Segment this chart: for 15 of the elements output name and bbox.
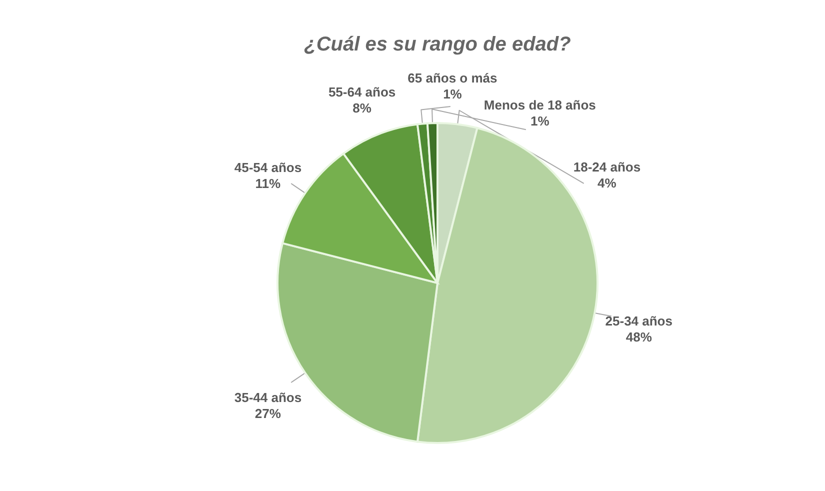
data-label: 27% xyxy=(254,406,282,422)
data-label: 1% xyxy=(530,113,550,128)
slice-label: 35-44 años xyxy=(234,390,302,406)
slice-label: 18-24 años xyxy=(573,160,641,175)
chart-title: ¿Cuál es su rango de edad? xyxy=(304,34,571,56)
data-label: 48% xyxy=(626,329,652,344)
data-label: 8% xyxy=(352,100,372,116)
slice-label: 45-54 años xyxy=(234,160,302,175)
slice-label: Menos de 18 años xyxy=(484,97,596,112)
slice-label: 25-34 años xyxy=(605,313,672,328)
data-label: 4% xyxy=(598,176,617,191)
slice-label: 65 años o más xyxy=(408,70,498,86)
data-label: 1% xyxy=(443,86,462,102)
slice-label: 55-64 años xyxy=(328,84,396,100)
data-label: 11% xyxy=(255,176,282,191)
